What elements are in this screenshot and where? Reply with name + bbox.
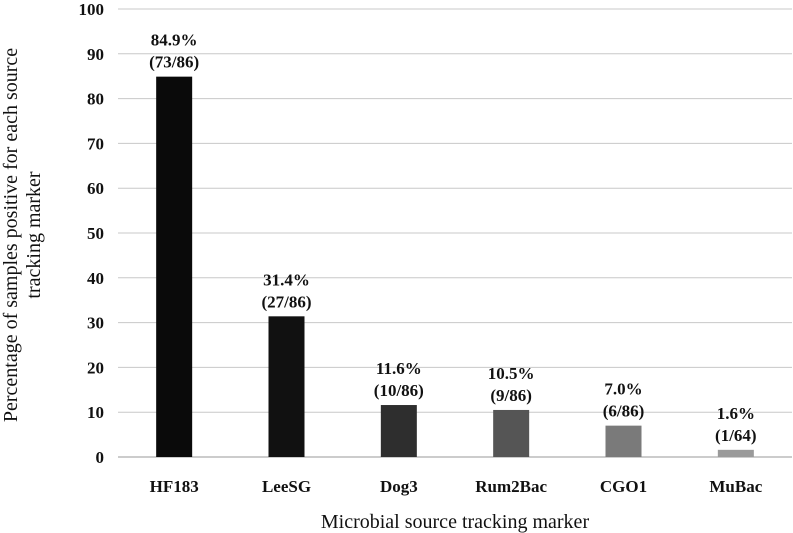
y-axis-ticks: 0 10 20 30 40 50 60 70 80 90 100 xyxy=(79,0,105,467)
x-tick-label: HF183 xyxy=(150,477,199,496)
y-tick-label: 50 xyxy=(87,224,104,243)
data-label-percent: 1.6% xyxy=(717,404,755,423)
y-tick-label: 60 xyxy=(87,179,104,198)
y-axis-title: Percentage of samples positive for each … xyxy=(0,48,45,422)
y-tick-label: 10 xyxy=(87,403,104,422)
y-tick-label: 20 xyxy=(87,358,104,377)
y-tick-label: 30 xyxy=(87,314,104,333)
bar-cgo1 xyxy=(605,425,642,457)
data-label-percent: 10.5% xyxy=(488,364,535,383)
data-label-fraction: (10/86) xyxy=(374,381,424,400)
bar-mubac xyxy=(717,449,754,457)
data-labels: 84.9% (73/86) 31.4% (27/86) 11.6% (10/86) 10.5… xyxy=(149,31,756,445)
data-label-percent: 31.4% xyxy=(263,270,310,289)
y-tick-label: 0 xyxy=(96,448,105,467)
x-tick-label: Dog3 xyxy=(380,477,418,496)
data-label-fraction: (27/86) xyxy=(261,292,311,311)
bar-leesg xyxy=(268,316,305,457)
y-tick-label: 80 xyxy=(87,90,104,109)
data-label-percent: 84.9% xyxy=(151,31,198,50)
y-axis-title-line: tracking marker xyxy=(23,171,45,298)
data-label-fraction: (9/86) xyxy=(490,386,532,405)
y-tick-label: 90 xyxy=(87,45,104,64)
y-axis-title-line: Percentage of samples positive for each … xyxy=(0,48,22,422)
x-axis-title: Microbial source tracking marker xyxy=(321,511,590,533)
y-tick-label: 100 xyxy=(79,0,105,19)
gridlines xyxy=(118,8,792,458)
y-tick-label: 70 xyxy=(87,134,104,153)
x-tick-label: Rum2Bac xyxy=(475,477,547,496)
data-label-percent: 7.0% xyxy=(604,380,642,399)
x-tick-label: CGO1 xyxy=(600,477,647,496)
data-label-percent: 11.6% xyxy=(376,359,422,378)
data-label-fraction: (1/64) xyxy=(715,426,757,445)
data-label-fraction: (73/86) xyxy=(149,53,199,72)
bar-dog3 xyxy=(380,405,417,457)
x-tick-label: MuBac xyxy=(709,477,762,496)
x-tick-label: LeeSG xyxy=(262,477,311,496)
bar-rum2bac xyxy=(493,409,530,457)
bars xyxy=(156,76,754,457)
y-tick-label: 40 xyxy=(87,269,104,288)
bar-hf183 xyxy=(156,76,193,457)
data-label-fraction: (6/86) xyxy=(603,402,645,421)
x-axis-ticks: HF183 LeeSG Dog3 Rum2Bac CGO1 MuBac xyxy=(150,477,763,496)
